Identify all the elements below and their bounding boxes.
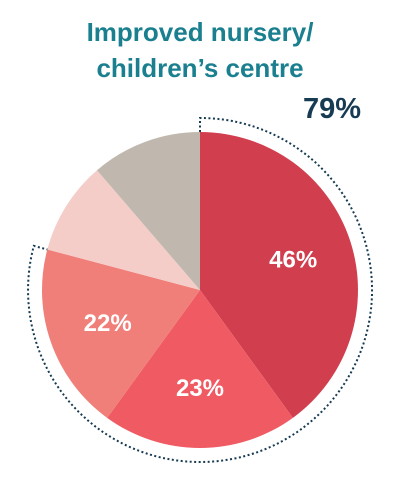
pie-slice-5 bbox=[96, 132, 200, 290]
pie-slice-labels: 46% 23% 22% bbox=[84, 247, 318, 402]
pie-slice-2 bbox=[107, 290, 293, 448]
pie-slices bbox=[41, 132, 358, 448]
pie-slice-4 bbox=[47, 170, 200, 290]
pie-slice-label-1: 46% bbox=[269, 247, 317, 274]
chart-title-line-1: Improved nursery/ bbox=[86, 17, 314, 47]
total-bracket bbox=[27, 116, 374, 463]
chart-title: Improved nursery/ children’s centre bbox=[0, 14, 400, 86]
chart-title-line-2: children’s centre bbox=[96, 53, 304, 83]
pie-slice-1 bbox=[200, 132, 358, 418]
pie-slice-3 bbox=[41, 249, 200, 418]
pie-slice-label-2: 23% bbox=[176, 375, 224, 402]
total-percentage-label: 79% bbox=[303, 93, 361, 125]
pie-slice-label-3: 22% bbox=[84, 310, 132, 337]
